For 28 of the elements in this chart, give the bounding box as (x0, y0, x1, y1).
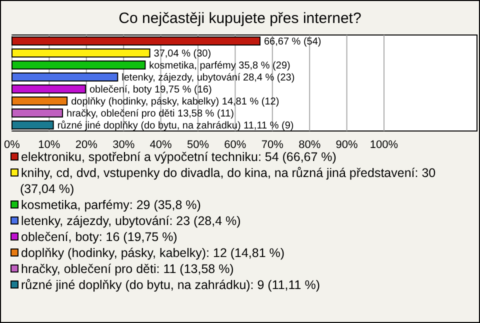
x-tick-label: 90% (336, 139, 358, 151)
x-tick-label: 100% (370, 139, 398, 151)
x-tick-label: 10% (38, 139, 60, 151)
data-label: letenky, zájezdy, ubytování 28,4 % (23) (122, 72, 295, 84)
legend-label: knihy, cd, dvd, vstupenky do divadla, do kina, na různá jiná představení: 30 (37,04 %) (20, 166, 436, 196)
x-tick-label: 80% (298, 139, 321, 151)
x-tick-label: 30% (112, 139, 135, 151)
x-tick-label: 70% (261, 139, 284, 151)
legend-label: doplňky (hodinky, pásky, kabelky): 12 (14,81 %) (21, 246, 285, 260)
legend-label: kosmetika, parfémy: 29 (35,8 %) (21, 198, 201, 212)
legend-label: letenky, zájezdy, ubytování: 23 (28,4 %) (21, 214, 241, 228)
data-label: doplňky (hodinky, pásky, kabelky) 14,81 % (12) (71, 96, 280, 108)
legend-label: oblečení, boty: 16 (19,75 %) (21, 230, 178, 244)
data-label: kosmetika, parfémy 35,8 % (29) (149, 60, 290, 72)
data-label: oblečení, boty 19,75 % (16) (89, 84, 212, 96)
legend-label: různé jiné doplňky (do bytu, na zahrádku): 9 (11,11 %) (21, 278, 320, 292)
x-tick-label: 60% (224, 139, 246, 151)
data-label: hračky, oblečení pro děti 13,58 % (11) (66, 108, 234, 120)
legend-label: elektroniku, spotřební a výpočetní techniku: 54 (66,67 %) (21, 150, 336, 164)
x-tick-label: 50% (186, 139, 210, 151)
chart-title: Co nejčastěji kupujete přes internet? (118, 10, 362, 27)
x-tick-label: 40% (150, 139, 172, 151)
data-label: 37,04 % (30) (154, 48, 212, 60)
data-label: 66,67 % (54) (264, 36, 322, 48)
x-tick-label: 20% (75, 139, 98, 151)
legend-label: hračky, oblečení pro děti: 11 (13,58 %) (21, 262, 234, 276)
x-tick-label: 0% (4, 139, 20, 151)
data-label: různé jiné doplňky (do bytu, na zahrádku) 11,11 % (9) (57, 120, 294, 132)
